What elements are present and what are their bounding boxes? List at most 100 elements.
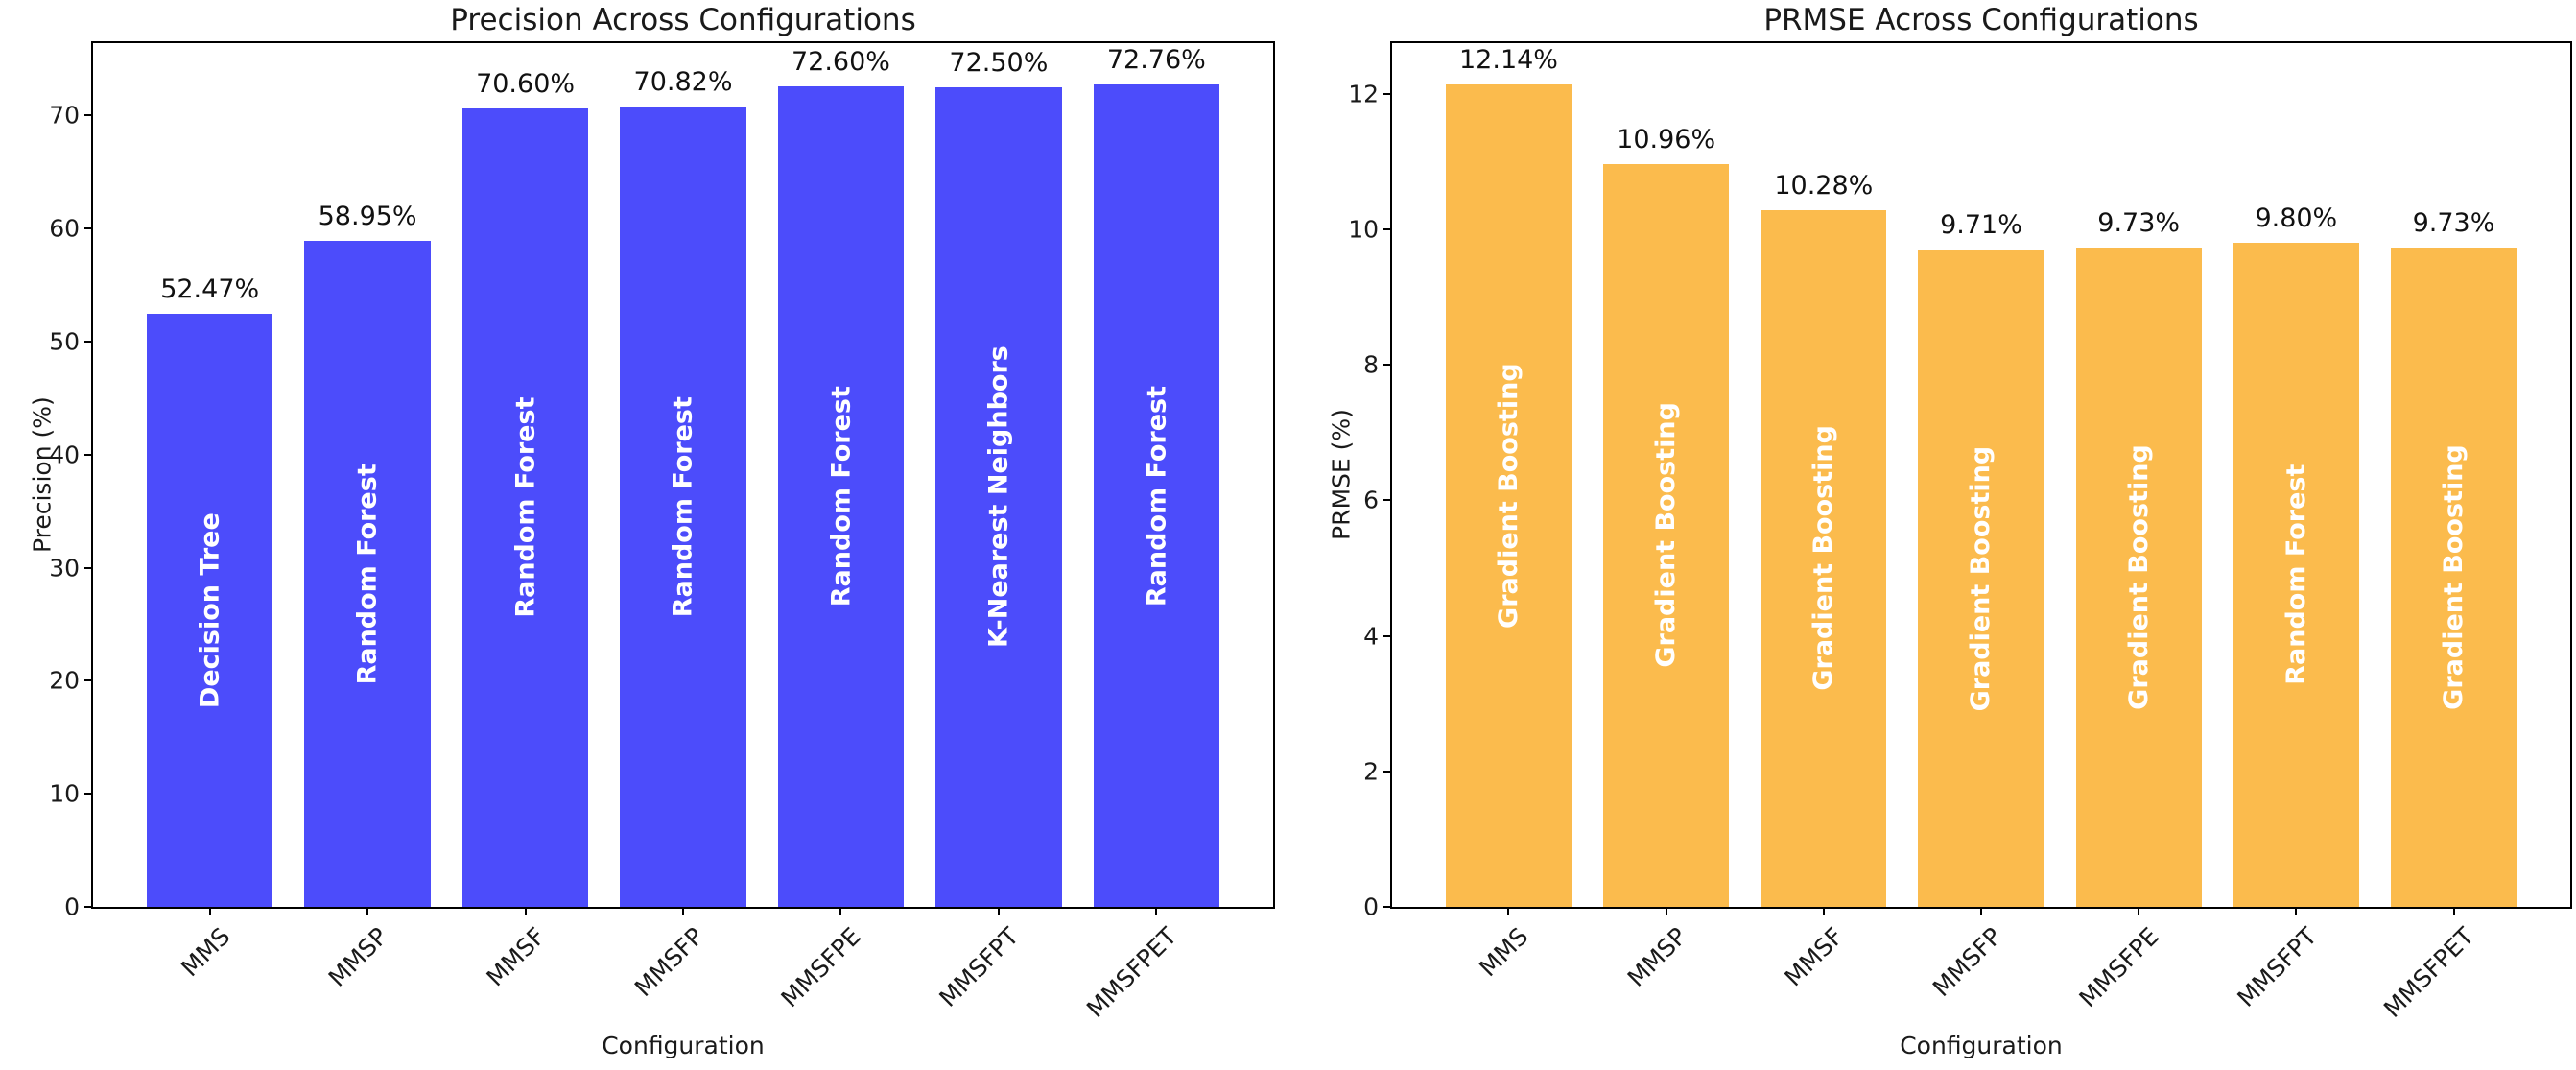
x-tick-mark [1507, 907, 1510, 915]
y-tick-mark [84, 340, 93, 343]
y-tick-mark [1383, 364, 1392, 367]
y-tick-mark [84, 227, 93, 230]
x-tick-label: MMSP [1621, 922, 1692, 992]
bar-value-label: 72.76% [1106, 44, 1206, 75]
x-tick-mark [2452, 907, 2455, 915]
y-tick-mark [1383, 92, 1392, 95]
y-tick-mark [84, 566, 93, 569]
x-tick-mark [2295, 907, 2298, 915]
bar: Random Forest [777, 85, 905, 907]
bar-value-label: 9.73% [2412, 208, 2495, 239]
bar-value-label: 10.96% [1617, 125, 1716, 155]
bar: Random Forest [304, 240, 431, 907]
y-tick-mark [1383, 906, 1392, 908]
y-tick-label: 8 [1363, 350, 1379, 379]
bar-model-label: Random Forest [825, 386, 856, 607]
y-tick-mark [84, 906, 93, 908]
y-tick-mark [1383, 499, 1392, 502]
x-tick-mark [208, 907, 211, 915]
bar-model-label: Gradient Boosting [1966, 445, 1997, 711]
bar: Gradient Boosting [2390, 248, 2517, 907]
bar-model-label: Gradient Boosting [2439, 444, 2469, 710]
bar-model-label: Random Forest [352, 463, 383, 684]
x-tick-mark [1822, 907, 1825, 915]
bar-model-label: Gradient Boosting [1493, 363, 1524, 629]
bar-value-label: 58.95% [318, 201, 417, 231]
x-axis-label: Configuration [1900, 1032, 2063, 1059]
bar-value-label: 12.14% [1459, 45, 1558, 76]
chart-title: Precision Across Configurations [450, 3, 916, 37]
y-tick-label: 12 [1348, 80, 1379, 108]
chart-title: PRMSE Across Configurations [1763, 3, 2199, 37]
prmse-chart: PRMSE Across Configurations PRMSE (%) 0 2… [1328, 3, 2572, 1059]
y-tick-label: 4 [1363, 622, 1379, 651]
bar-value-label: 72.60% [791, 46, 890, 77]
bar: Gradient Boosting [2075, 248, 2202, 907]
x-tick-label: MMSF [1779, 922, 1850, 992]
x-tick-mark [1155, 907, 1158, 915]
bar: Random Forest [2233, 243, 2359, 907]
y-axis-label: PRMSE (%) [1327, 409, 1356, 541]
bar-model-label: Random Forest [2281, 464, 2311, 686]
bar-value-label: 52.47% [160, 273, 260, 304]
x-tick-label: MMSFPT [934, 922, 1025, 1012]
x-tick-label: MMSFPET [2377, 922, 2480, 1024]
x-tick-mark [1980, 907, 1982, 915]
y-tick-mark [84, 453, 93, 456]
bar-value-label: 9.73% [2097, 208, 2181, 239]
x-tick-label: MMSFPET [1080, 922, 1182, 1024]
bar-model-label: Decision Tree [195, 512, 225, 708]
bar-model-label: Gradient Boosting [1808, 425, 1839, 692]
bar: Gradient Boosting [1918, 249, 2044, 907]
y-tick-mark [1383, 634, 1392, 637]
precision-chart: Precision Across Configurations Precisio… [29, 3, 1275, 1059]
x-tick-label: MMS [1474, 922, 1535, 983]
x-tick-mark [839, 907, 842, 915]
bar-value-label: 72.50% [949, 47, 1049, 78]
y-tick-label: 30 [49, 554, 80, 583]
bar-model-label: Random Forest [1141, 385, 1171, 606]
bar-value-label: 10.28% [1774, 171, 1874, 202]
bar-model-label: Random Forest [510, 397, 541, 619]
x-tick-label: MMSF [481, 922, 552, 992]
y-tick-mark [84, 679, 93, 682]
bar: K-Nearest Neighbors [935, 86, 1062, 907]
y-tick-label: 0 [1363, 892, 1379, 921]
y-tick-mark [84, 793, 93, 796]
x-tick-label: MMSFPE [2073, 922, 2164, 1013]
y-tick-label: 20 [49, 666, 80, 695]
bar-model-label: K-Nearest Neighbors [983, 345, 1014, 649]
y-tick-label: 10 [1348, 215, 1379, 244]
y-tick-label: 50 [49, 327, 80, 356]
bar: Gradient Boosting [1445, 84, 1572, 907]
y-tick-mark [84, 114, 93, 117]
x-tick-label: MMS [175, 922, 236, 983]
y-tick-label: 0 [64, 892, 80, 921]
bar-value-label: 70.60% [476, 69, 576, 100]
bar: Decision Tree [146, 313, 273, 907]
y-tick-label: 60 [49, 214, 80, 243]
bar: Gradient Boosting [1761, 210, 1887, 907]
x-tick-label: MMSFPE [775, 922, 866, 1013]
bar-value-label: 9.71% [1940, 209, 2022, 240]
x-tick-label: MMSP [322, 922, 393, 992]
x-axis-label: Configuration [602, 1032, 765, 1059]
x-tick-label: MMSFP [1926, 922, 2007, 1003]
bar-model-label: Gradient Boosting [2123, 444, 2154, 710]
bar-value-label: 9.80% [2255, 203, 2338, 234]
y-tick-mark [1383, 228, 1392, 231]
bar-model-label: Gradient Boosting [1651, 402, 1682, 669]
y-tick-label: 2 [1363, 757, 1379, 786]
y-tick-label: 6 [1363, 486, 1379, 514]
bar: Random Forest [1093, 83, 1220, 907]
x-tick-mark [1665, 907, 1667, 915]
bar: Random Forest [461, 108, 589, 907]
y-tick-label: 10 [49, 779, 80, 808]
x-tick-label: MMSFP [628, 922, 709, 1003]
x-tick-label: MMSFPT [2231, 922, 2322, 1012]
x-tick-mark [2138, 907, 2140, 915]
bar: Gradient Boosting [1602, 164, 1730, 907]
bar: Random Forest [620, 106, 746, 907]
y-tick-label: 70 [49, 101, 80, 130]
